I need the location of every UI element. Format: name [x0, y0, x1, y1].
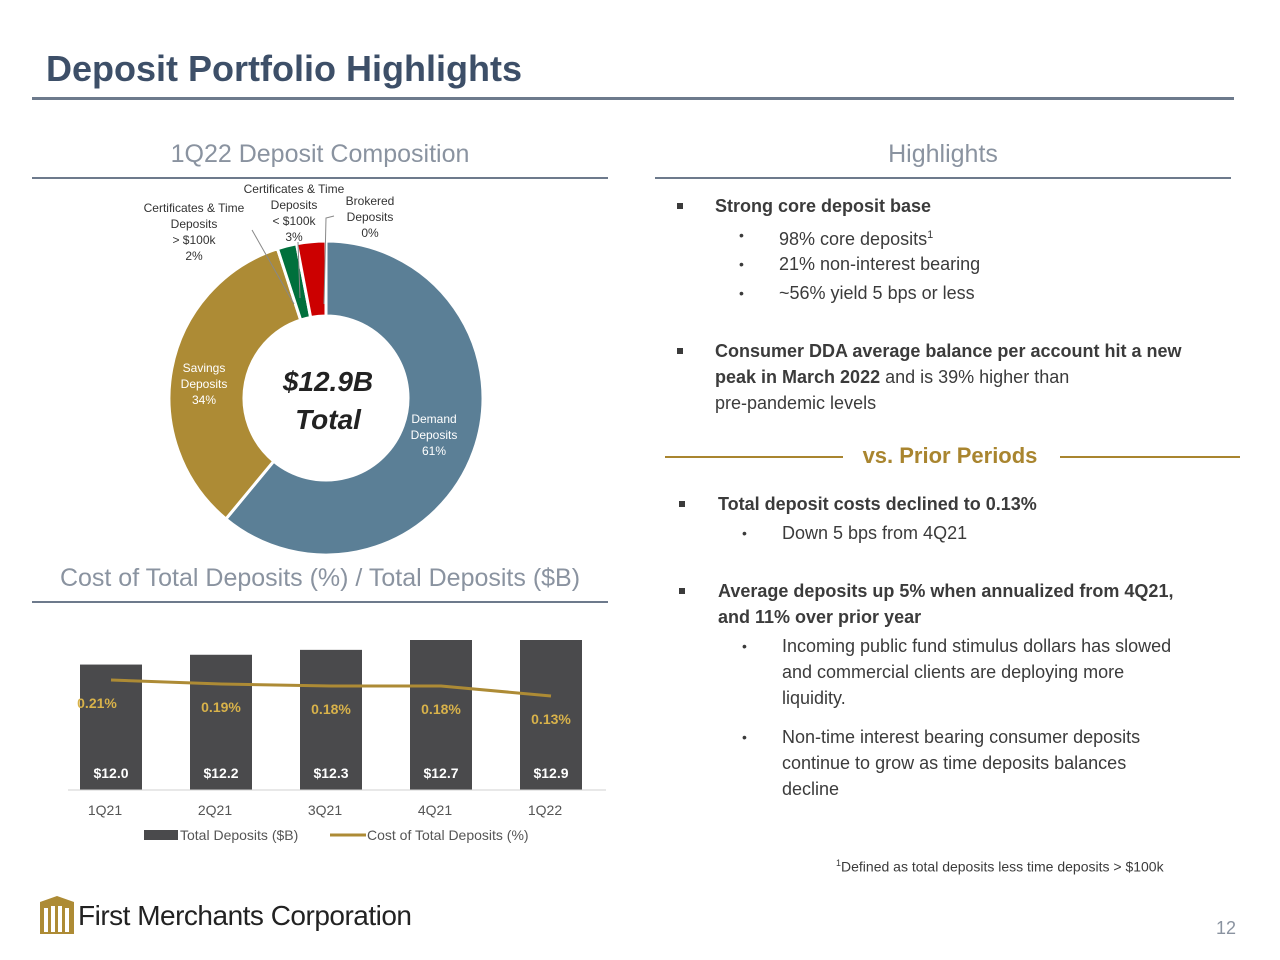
line-group [110, 678, 552, 698]
category-label: 1Q21 [88, 802, 122, 818]
page-title: Deposit Portfolio Highlights [46, 48, 522, 89]
vs-divider-right [1060, 456, 1240, 458]
donut-leader-line [251, 229, 295, 305]
bar-labels: $12.0 0.21% 1Q21 $12.2 0.19% 2Q21 $12.3 0.18% 3Q… [77, 695, 571, 818]
category-label: 3Q21 [308, 802, 342, 818]
vs-prior-periods-label: vs. Prior Periods [862, 443, 1038, 468]
category-label: 2Q21 [198, 802, 232, 818]
donut-leader-line [323, 215, 335, 305]
deposit-bar [80, 664, 142, 790]
donut-center-value: $12.9B [282, 366, 373, 397]
donut-labels: Demand Deposits 61% Savings Deposits 34% Certi… [144, 182, 458, 458]
highlight-yield: ~56% yield 5 bps or less [779, 283, 975, 303]
company-name: First Merchants Corporation [78, 900, 412, 931]
highlight-core-deposit-title: Strong core deposit base [715, 196, 932, 216]
legend-label-cost: Cost of Total Deposits (%) [367, 827, 529, 843]
highlight-consumer-line3: decline [782, 779, 840, 799]
bullet-dot: • [739, 285, 744, 301]
donut-slices [167, 239, 485, 557]
legend-swatch-bar [144, 830, 178, 840]
cost-chart-heading: Cost of Total Deposits (%) / Total Depos… [59, 564, 581, 592]
highlight-down-bps: Down 5 bps from 4Q21 [782, 523, 968, 543]
deposit-bar [300, 649, 362, 790]
bullet-square [677, 348, 683, 354]
composition-divider [32, 177, 608, 179]
chart-legend: Total Deposits ($B) Cost of Total Deposit… [144, 827, 529, 843]
rate-value-label: 0.21% [77, 695, 117, 711]
bullet-dot: • [742, 729, 747, 745]
bar-value-label: $12.3 [313, 765, 348, 781]
rate-value-label: 0.18% [311, 701, 351, 717]
donut-label: Savings Deposits 34% [181, 361, 228, 407]
donut-slice [223, 239, 485, 557]
category-label: 1Q22 [528, 802, 562, 818]
donut-slice [294, 239, 328, 320]
highlight-dda-line3: pre-pandemic levels [715, 393, 877, 413]
highlights-divider [655, 177, 1231, 179]
vs-divider-left [665, 456, 843, 458]
page-number: 12 [1216, 918, 1237, 938]
rate-value-label: 0.13% [531, 711, 571, 727]
first-merchants-logo-icon [40, 896, 74, 934]
rate-value-label: 0.19% [201, 699, 241, 715]
bullet-dot: • [739, 256, 744, 272]
rate-value-label: 0.18% [421, 701, 461, 717]
bar-group [68, 640, 606, 791]
bar-value-label: $12.0 [93, 765, 128, 781]
bar-value-label: $12.9 [533, 765, 568, 781]
deposit-bar [520, 640, 582, 790]
bullet-dot: • [742, 638, 747, 654]
cost-chart-divider [32, 601, 608, 603]
bar-value-label: $12.2 [203, 765, 238, 781]
legend-label-deposits: Total Deposits ($B) [180, 827, 298, 843]
title-divider [32, 97, 1234, 100]
deposit-composition-donut: Demand Deposits 61% Savings Deposits 34% Certi… [144, 182, 485, 557]
donut-leader-line [297, 241, 301, 299]
highlight-stimulus-line2: and commercial clients are deploying mor… [782, 662, 1125, 682]
cost-deposits-chart: $12.0 0.21% 1Q21 $12.2 0.19% 2Q21 $12.3 0.18% 3Q… [68, 640, 606, 843]
footnote: 1Defined as total deposits less time dep… [836, 858, 1164, 875]
highlight-stimulus-line1: Incoming public fund stimulus dollars ha… [782, 636, 1172, 656]
highlight-non-interest: 21% non-interest bearing [779, 254, 981, 274]
composition-heading: 1Q22 Deposit Composition [170, 140, 470, 168]
category-label: 4Q21 [418, 802, 452, 818]
bar-value-label: $12.7 [423, 765, 458, 781]
highlight-consumer-line1: Non-time interest bearing consumer depos… [782, 727, 1141, 747]
bullet-square [679, 588, 685, 594]
donut-slice [167, 246, 303, 522]
highlight-stimulus-line3: liquidity. [782, 688, 846, 708]
donut-center-label: Total [295, 404, 362, 435]
donut-label: Demand Deposits 61% [411, 412, 458, 458]
donut-label: Brokered Deposits 0% [346, 194, 395, 240]
highlight-consumer-line2: continue to grow as time deposits balanc… [782, 753, 1127, 773]
bullet-square [679, 501, 685, 507]
donut-label: Certificates & Time Deposits > $100k 2% [144, 201, 245, 263]
highlight-core-deposits: 98% core deposits1 [779, 229, 934, 249]
highlight-avg-deposits-line2: and 11% over prior year [718, 607, 922, 627]
donut-label: Certificates & Time Deposits < $100k 3% [244, 182, 345, 244]
deposit-bar [410, 640, 472, 790]
highlights-heading: Highlights [888, 140, 998, 168]
bullet-square [677, 203, 683, 209]
highlight-dda-line2: peak in March 2022 and is 39% higher tha… [715, 367, 1070, 387]
highlight-deposit-costs: Total deposit costs declined to 0.13% [718, 494, 1037, 514]
highlight-avg-deposits-line1: Average deposits up 5% when annualized f… [718, 581, 1174, 601]
highlight-dda-line1: Consumer DDA average balance per account… [715, 341, 1182, 361]
deposit-bar [190, 654, 252, 790]
bullet-dot: • [739, 227, 744, 243]
bullet-dot: • [742, 525, 747, 541]
cost-line [110, 678, 552, 698]
